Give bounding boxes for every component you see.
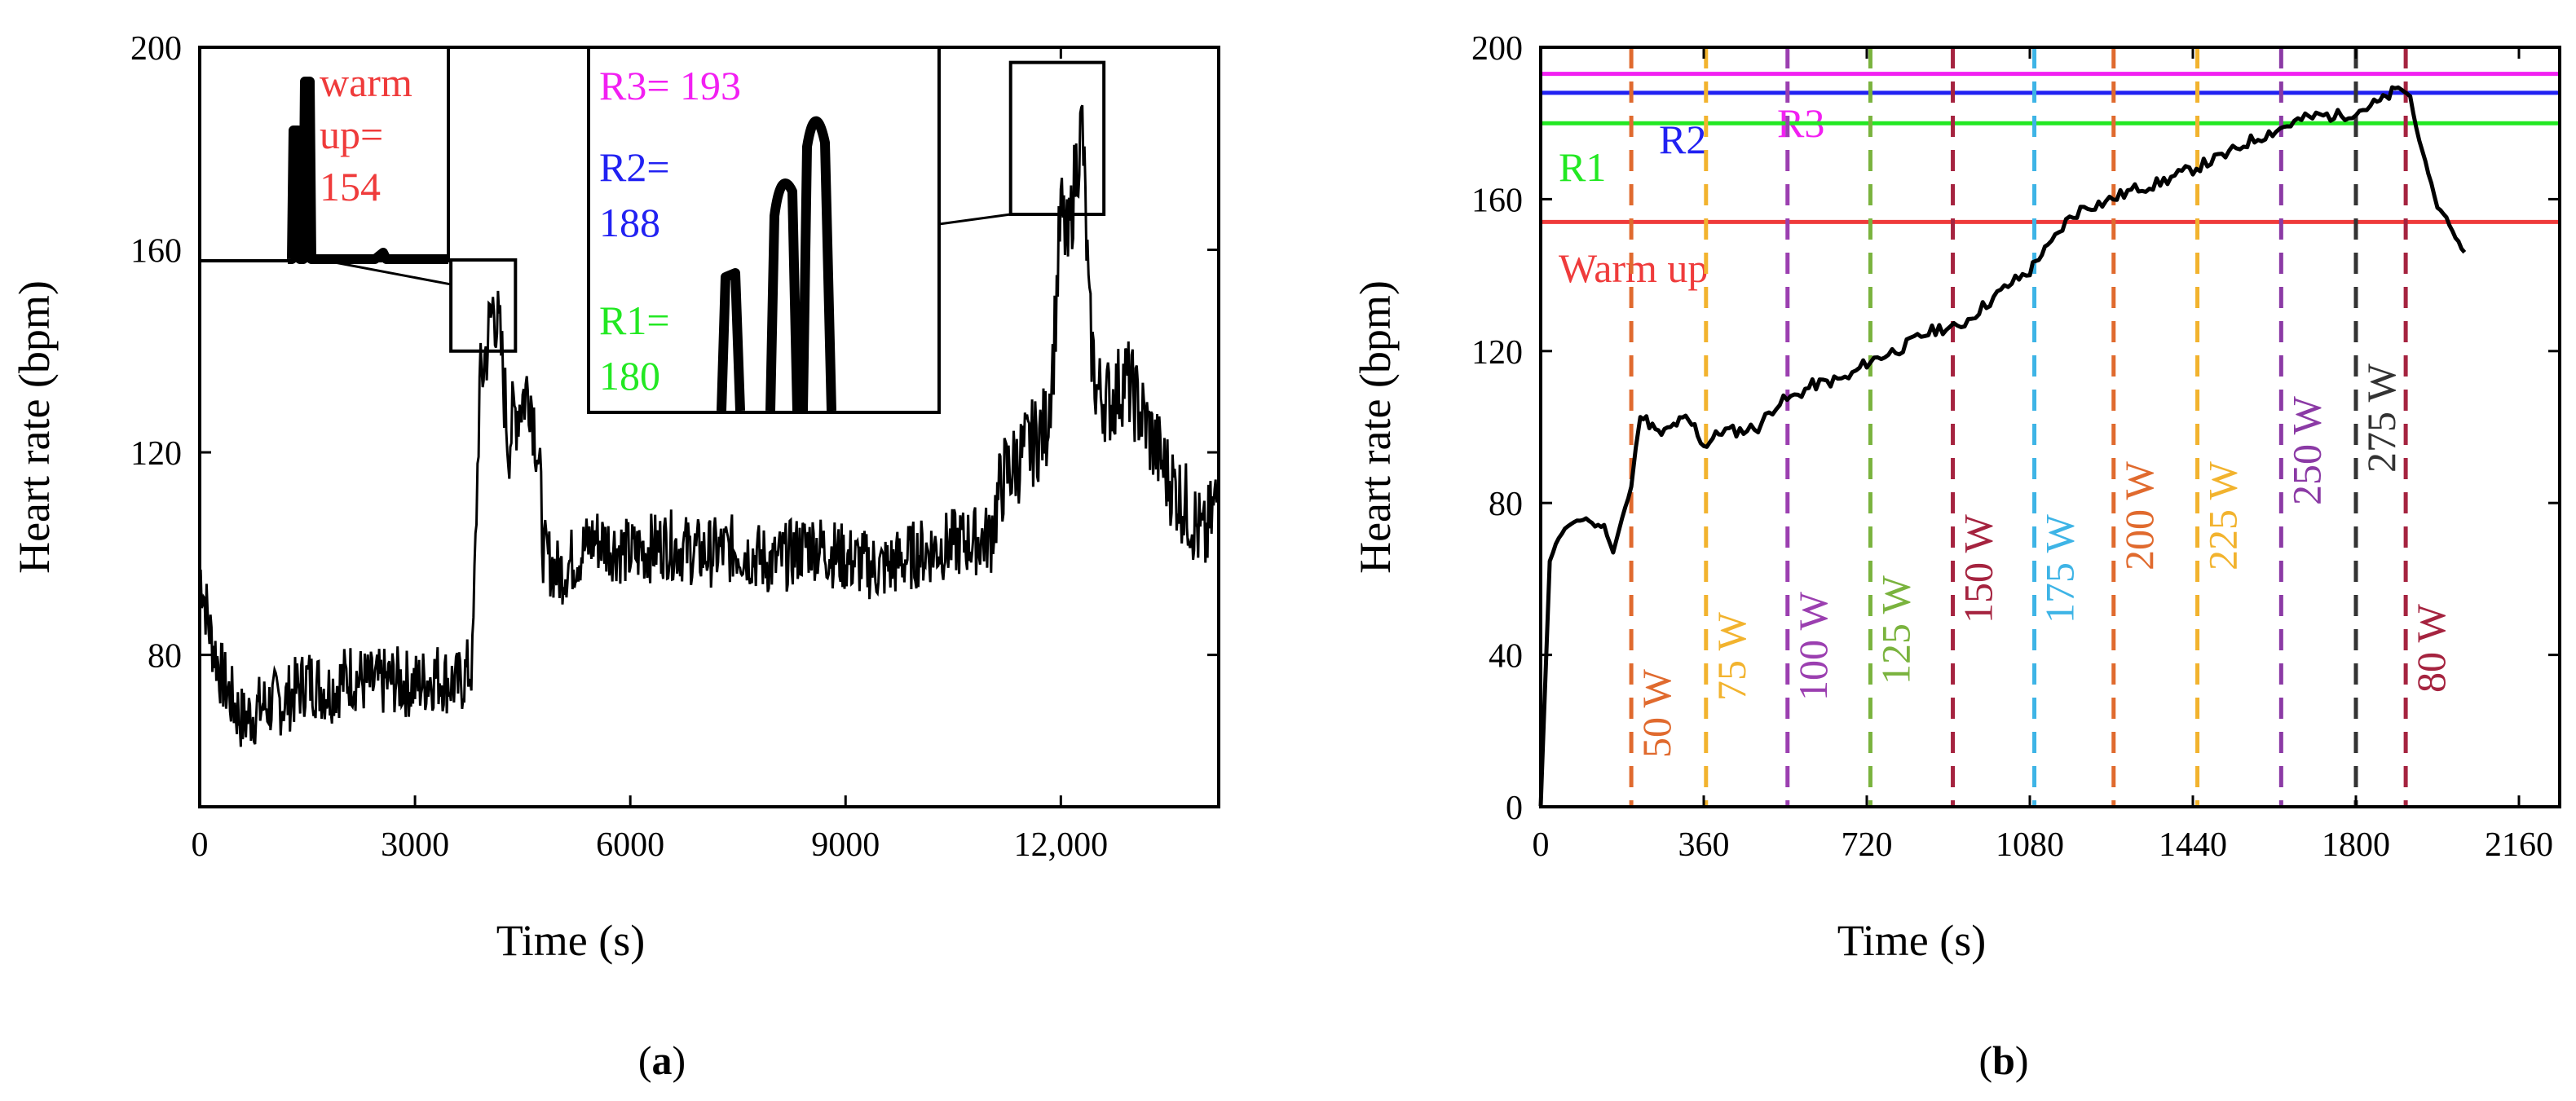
panel-b-x-axis-label: Time (s) [1837,916,1987,965]
panel-b-y-tick-label: 120 [1471,334,1523,372]
threshold-label-r1: R1 [1559,144,1606,190]
panel-a-axis-ticks: 0 3000 6000 9000 12,000 80 120 160 200 [130,30,1219,864]
inset-warmup-text-1: warm [320,59,412,105]
inset-peaks-frame [587,46,941,414]
panel-a-label-open: ( [638,1037,652,1083]
panel-b-label-close: ) [2015,1037,2029,1083]
workload-label-175w: 175 W [2037,513,2083,623]
workload-label-100w: 100 W [1790,591,1836,701]
panel-a-label-close: ) [673,1037,686,1083]
workload-label-50w: 50 W [1634,668,1679,758]
inset-warmup-text-2: up= [320,112,383,157]
panel-b-x-tick-label: 360 [1678,826,1730,864]
inset-warmup-peak-line [287,77,448,264]
panel-b-x-tick-label: 720 [1842,826,1893,864]
panel-a-x-tick-label: 9000 [811,826,880,864]
panel-a-x-tick-label: 12,000 [1014,826,1109,864]
inset-warmup-frame [198,46,450,262]
panel-a-y-tick-label: 120 [130,435,182,473]
panel-a-chart: 0 3000 6000 9000 12,000 80 120 160 200 warm up= … [10,30,1220,965]
panel-a-heart-rate-line [198,104,1220,747]
panel-b-axis-ticks: 0 360 720 1080 1440 1800 2160 0 40 80 120 160 200 [1471,30,2560,864]
panel-a-connector-peaks [938,213,1011,226]
panel-b-x-tick-label: 0 [1533,826,1550,864]
inset-peaks-r1-text: R1= [599,297,670,343]
panel-b-x-tick-label: 2160 [2485,826,2553,864]
panel-b-x-tick-label: 1800 [2322,826,2390,864]
panel-a-y-tick-label: 200 [130,30,182,68]
panel-b-y-tick-label: 80 [1489,486,1523,523]
panel-a-y-axis-label: Heart rate (bpm) [10,280,59,574]
panel-a-label-letter: a [652,1037,673,1083]
inset-warmup-text-3: 154 [320,164,381,209]
panel-a-connector-warmup [325,259,452,286]
panel-a-x-tick-label: 0 [192,826,209,864]
threshold-label-warm-up: Warm up [1559,245,1708,291]
workload-label-275w: 275 W [2358,363,2404,473]
workload-label-75w: 75 W [1709,611,1754,701]
panel-a-y-tick-label: 160 [130,233,182,271]
workload-label-225w: 225 W [2200,460,2246,570]
panel-b-label-letter: b [1992,1037,2015,1083]
inset-peaks-line [717,116,836,412]
inset-peaks-r2-value: 188 [599,200,660,245]
panel-b-x-tick-label: 1080 [1996,826,2064,864]
panel-b-y-tick-label: 160 [1471,182,1523,219]
panel-b-y-tick-label: 40 [1489,638,1523,676]
workload-label-200w: 200 W [2116,460,2162,570]
panel-b-label-open: ( [1978,1037,1992,1083]
workload-label-80w: 80 W [2408,603,2454,693]
panel-a-y-tick-label: 80 [148,638,182,676]
panel-a-zoom-box-warmup [449,258,518,353]
inset-peaks-r3-text: R3= 193 [599,63,741,108]
panel-a-x-tick-label: 6000 [596,826,664,864]
panel-b-y-axis-label: Heart rate (bpm) [1351,280,1400,574]
panel-b-y-tick-label: 0 [1506,790,1523,827]
inset-peaks-r1-value: 180 [599,353,660,399]
workload-label-125w: 125 W [1872,575,1918,685]
panel-a-x-axis-label: Time (s) [496,916,646,965]
workload-label-150w: 150 W [1956,513,2001,623]
panel-b-label: (b) [1978,1037,2028,1083]
panel-b-plot-frame [1539,46,2561,808]
panel-b-heart-rate-line [1538,85,2467,807]
panel-a-x-tick-label: 3000 [381,826,449,864]
inset-peaks: R3= 193 R2= 188 R1= 180 [587,46,941,414]
workload-label-250w: 250 W [2283,395,2329,505]
panel-a-zoom-box-peaks [1008,60,1106,217]
panel-b-y-tick-label: 200 [1471,30,1523,68]
inset-warmup: warm up= 154 [198,46,450,264]
panel-b-workload-lines: 50 W 75 W 100 W 125 W 150 W 175 W 200 W 225 W 25… [1629,47,2454,807]
panel-a-label: (a) [638,1037,686,1083]
panel-b-x-tick-label: 1440 [2159,826,2227,864]
inset-peaks-r2-text: R2= [599,144,670,190]
